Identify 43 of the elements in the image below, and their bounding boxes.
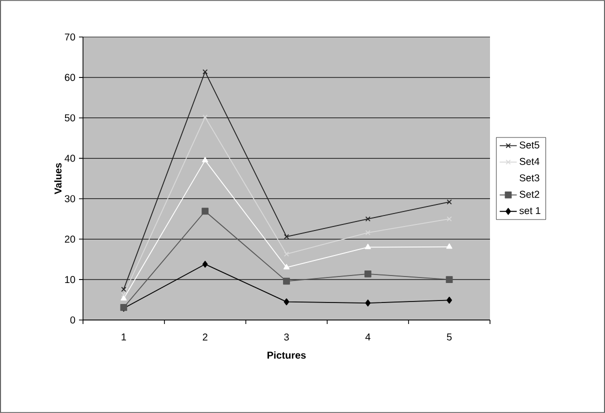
point bbox=[202, 156, 208, 162]
y-tick-label: 0 bbox=[70, 316, 76, 324]
point bbox=[446, 199, 452, 205]
point bbox=[121, 292, 126, 298]
x-tick-label: 2 bbox=[202, 334, 208, 340]
y-tick-label: 10 bbox=[65, 276, 76, 284]
point bbox=[446, 296, 452, 304]
point bbox=[365, 216, 370, 222]
y-tick-label: 50 bbox=[64, 114, 76, 122]
x-tick-label: 5 bbox=[446, 334, 452, 340]
y-tick-label: 30 bbox=[64, 195, 76, 202]
y-tick-label: 60 bbox=[64, 74, 76, 81]
point bbox=[202, 208, 209, 215]
point bbox=[283, 278, 290, 285]
point bbox=[121, 286, 126, 292]
point bbox=[284, 252, 290, 257]
y-axis-title: Values bbox=[54, 163, 62, 194]
point bbox=[284, 234, 290, 240]
point bbox=[283, 264, 290, 270]
y-tick-label: 70 bbox=[64, 33, 76, 41]
text: Set3 bbox=[520, 174, 540, 182]
legend-label: Set4 bbox=[520, 158, 540, 165]
point bbox=[120, 295, 127, 301]
x-axis-title: Pictures bbox=[268, 351, 306, 359]
point bbox=[202, 69, 208, 74]
point bbox=[446, 216, 452, 222]
point bbox=[202, 114, 208, 120]
point bbox=[364, 244, 371, 250]
legend-label: Set2 bbox=[520, 190, 540, 198]
x-tick-label: 3 bbox=[284, 334, 289, 341]
point bbox=[202, 260, 208, 268]
y-tick-label: 40 bbox=[64, 154, 76, 162]
legend-label: set 1 bbox=[519, 207, 540, 214]
y-tick-label: 20 bbox=[64, 236, 76, 243]
x-tick-label: 1 bbox=[122, 334, 126, 340]
point bbox=[364, 270, 372, 278]
point bbox=[284, 298, 290, 306]
legend-label: Set5 bbox=[520, 141, 540, 149]
point bbox=[365, 230, 370, 236]
point bbox=[446, 276, 453, 284]
point bbox=[365, 300, 371, 306]
x-tick-label: 4 bbox=[365, 334, 370, 340]
point bbox=[446, 243, 452, 249]
